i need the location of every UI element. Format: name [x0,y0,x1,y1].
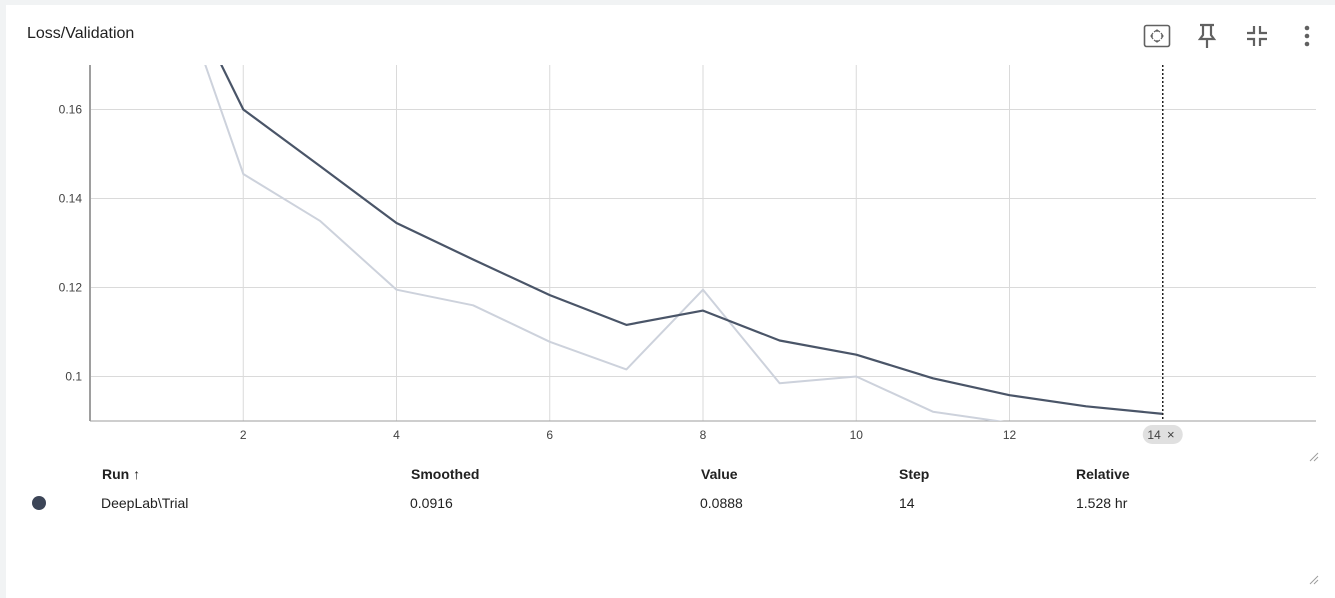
step-cursor[interactable]: 14 × [1142,65,1183,444]
pin-icon [1196,23,1218,49]
fit-domain-button[interactable] [1142,21,1172,51]
col-header-step[interactable]: Step [899,466,930,482]
cell-relative: 1.528 hr [1076,495,1128,511]
x-tick-label: 6 [546,428,553,442]
y-tick-label: 0.16 [59,103,83,117]
axes [89,65,1316,422]
grid-lines [90,65,1316,421]
card-title: Loss/Validation [27,25,135,42]
step-cursor-chip [1142,425,1183,444]
col-header-relative[interactable]: Relative [1076,466,1130,482]
collapse-button[interactable] [1242,21,1272,51]
tick-labels: 2 4 6 8 10 12 0.1 0.12 0.14 0.16 [59,103,1017,443]
line-chart[interactable]: 2 4 6 8 10 12 0.1 0.12 0.14 0.16 14 × [6,5,1335,465]
cell-smoothed: 0.0916 [410,495,453,511]
col-header-run[interactable]: Run ↑ [102,466,141,482]
cell-run: DeepLab\Trial [101,495,189,511]
chart-resize-handle[interactable] [1309,449,1319,462]
x-tick-label: 4 [393,428,400,442]
collapse-icon [1246,25,1268,47]
step-cursor-label: 14 [1147,428,1161,442]
smoothed-series-line [220,65,1163,415]
raw-series-line [204,65,1005,421]
series-lines [204,65,1163,421]
y-tick-label: 0.1 [65,370,82,384]
x-tick-label: 2 [240,428,247,442]
col-header-smoothed[interactable]: Smoothed [411,466,480,482]
more-options-button[interactable] [1292,21,1322,51]
cell-step: 14 [899,495,915,511]
cell-value: 0.0888 [700,495,743,511]
scalar-card: Loss/Validation [6,5,1335,598]
table-resize-handle[interactable] [1309,572,1319,585]
run-color-dot [32,496,46,510]
pin-button[interactable] [1192,21,1222,51]
x-tick-label: 10 [850,428,864,442]
x-tick-label: 8 [700,428,707,442]
y-tick-label: 0.14 [59,192,83,206]
more-vert-icon [1303,24,1311,48]
col-header-value[interactable]: Value [701,466,738,482]
close-icon[interactable]: × [1167,427,1175,442]
x-tick-label: 12 [1003,428,1017,442]
fit-domain-icon [1143,24,1171,48]
y-tick-label: 0.12 [59,281,83,295]
